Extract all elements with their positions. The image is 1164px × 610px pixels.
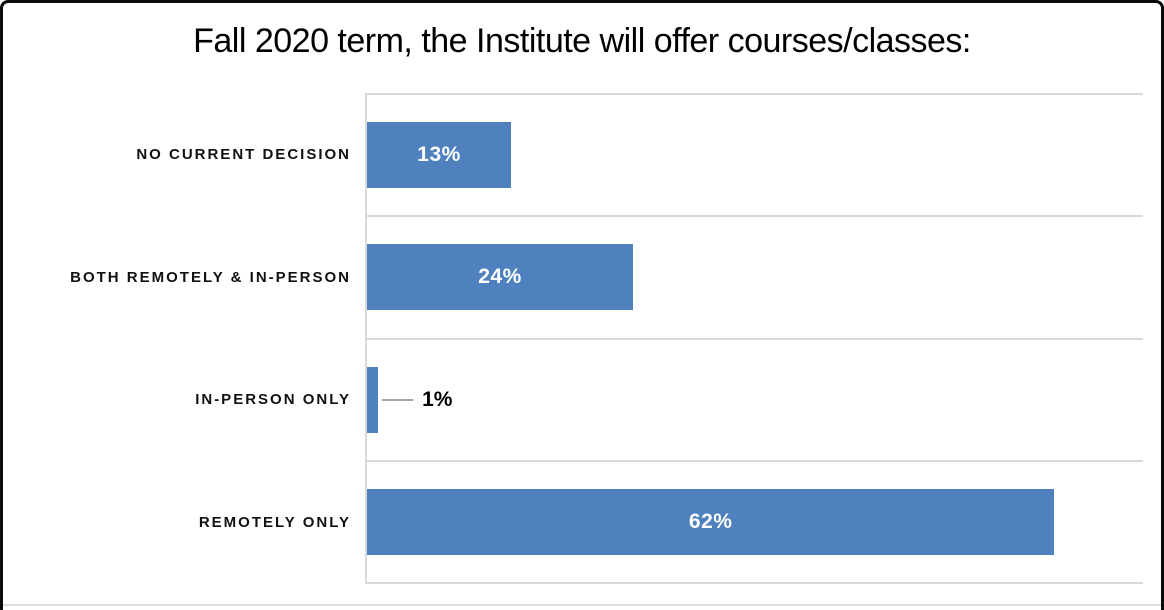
category-row: REMOTELY ONLY [0, 461, 351, 584]
category-row: NO CURRENT DECISION [0, 93, 351, 216]
category-label-remotely-only: REMOTELY ONLY [198, 514, 351, 532]
chart-area-bottom-edge [0, 604, 1164, 606]
chart-row: 13% [367, 93, 1143, 215]
category-row: BOTH REMOTELY & IN-PERSON [0, 216, 351, 339]
chart-row: 62% [367, 459, 1143, 582]
category-row: IN-PERSON ONLY [0, 339, 351, 462]
category-axis: NO CURRENT DECISION BOTH REMOTELY & IN-P… [0, 93, 351, 584]
category-label-in-person-only: IN-PERSON ONLY [195, 391, 351, 409]
data-label-no-current-decision: 13% [417, 143, 461, 167]
data-label-both-remotely-in-person: 24% [478, 265, 522, 289]
chart-title: Fall 2020 term, the Institute will offer… [193, 22, 971, 60]
data-label-in-person-only: 1% [422, 387, 453, 411]
bar-no-current-decision: 13% [367, 122, 512, 189]
bar-remotely-only: 62% [367, 488, 1055, 555]
leader-line [382, 398, 414, 401]
bar-in-person-only [367, 366, 379, 433]
chart-row: 24% [367, 215, 1143, 337]
category-label-no-current-decision: NO CURRENT DECISION [136, 145, 351, 163]
category-label-both-remotely-in-person: BOTH REMOTELY & IN-PERSON [70, 268, 351, 286]
chart-row: 1% [367, 337, 1143, 460]
bar-both-remotely-in-person: 24% [367, 244, 634, 311]
data-label-remotely-only: 62% [688, 509, 733, 533]
plot-area: 13% 24% 1% 62% [365, 93, 1143, 584]
